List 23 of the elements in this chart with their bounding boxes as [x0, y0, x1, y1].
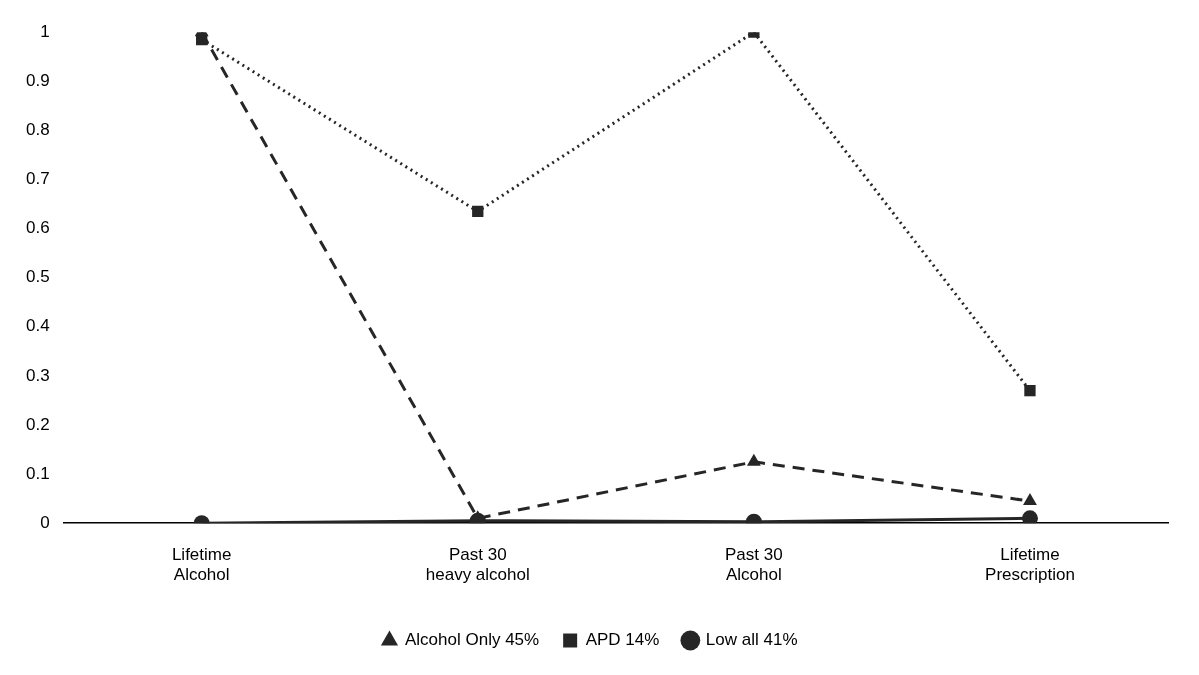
x-tick-label: Lifetime Prescription: [985, 545, 1075, 585]
y-tick-label: 0: [40, 512, 50, 532]
y-tick-label: 0.6: [25, 218, 50, 238]
y-tick-label: 0.8: [25, 120, 50, 140]
point: [746, 453, 761, 466]
point: [472, 205, 484, 218]
y-tick-label: 0.4: [25, 316, 50, 336]
legend-label: Alcohol Only 45%: [404, 630, 540, 650]
y-tick-label: 1: [40, 21, 50, 41]
legend-label: Low all 41%: [705, 630, 798, 650]
y-tick-label: 0.3: [25, 365, 50, 385]
y-tick-label: 0.9: [25, 70, 50, 90]
point: [1023, 493, 1037, 506]
x-tick-label: Lifetime Alcohol: [171, 545, 232, 585]
x-tick-label: Past 30 heavy alcohol: [425, 545, 530, 585]
y-tick-label: 0.7: [25, 169, 50, 189]
point: [1024, 384, 1036, 397]
y-tick-label: 0.5: [25, 267, 50, 287]
legend-label: APD 14%: [585, 630, 660, 650]
point: [1021, 510, 1038, 524]
y-tick-label: 0.1: [25, 463, 50, 483]
x-tick-label: Past 30 Alcohol: [725, 545, 783, 585]
y-tick-label: 0.2: [25, 414, 50, 434]
